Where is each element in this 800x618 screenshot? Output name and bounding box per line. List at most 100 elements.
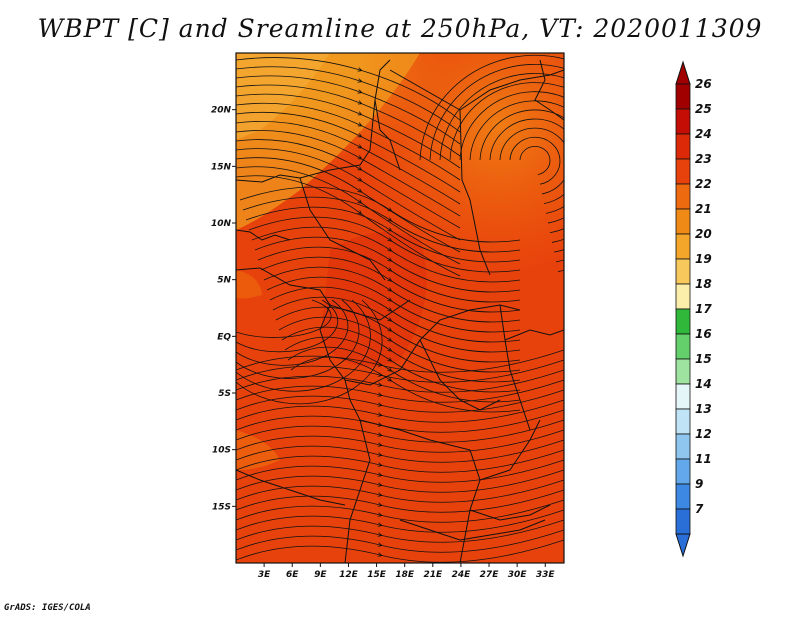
colorbar-swatch xyxy=(675,183,691,210)
streamline xyxy=(236,419,564,443)
colorbar-label: 23 xyxy=(695,152,712,166)
colorbar-label: 11 xyxy=(695,452,712,466)
streamline xyxy=(236,299,383,405)
streamline xyxy=(236,439,564,463)
colorbar-swatch xyxy=(675,233,691,260)
lon-label: 27E xyxy=(480,570,500,580)
lon-label: 33E xyxy=(536,570,556,580)
streamline xyxy=(429,63,564,263)
colorbar-swatch xyxy=(675,358,691,385)
colorbar-bottom-arrow xyxy=(675,533,691,558)
streamline xyxy=(284,336,521,393)
streamline xyxy=(469,100,564,224)
colorbar-swatch xyxy=(675,133,691,160)
streamline xyxy=(236,399,564,423)
streamline xyxy=(278,316,521,373)
colorbar-swatch xyxy=(675,458,691,485)
streamline xyxy=(236,130,461,217)
colorbar-swatch xyxy=(675,108,691,135)
streamline xyxy=(236,449,564,473)
lon-label: 6E xyxy=(286,570,299,580)
streamline xyxy=(236,84,461,157)
colorbar-label: 20 xyxy=(695,227,712,241)
streamline xyxy=(479,109,564,214)
colorbar-label: 13 xyxy=(695,402,712,416)
axis-ticks: 20N 15N 10N 5N EQ 5S 10S 15S 3E 6E 9E 12E 15E 18E 21E 2… xyxy=(211,106,556,580)
streamline xyxy=(519,145,551,175)
colorbar-swatch xyxy=(675,383,691,410)
colorbar-label: 15 xyxy=(695,352,712,366)
streamline xyxy=(236,519,564,543)
streamline xyxy=(263,266,521,323)
colorbar-label: 21 xyxy=(695,202,712,216)
colorbar-swatch xyxy=(675,433,691,460)
colorbar-top-arrow xyxy=(675,60,691,85)
streamline xyxy=(275,306,521,363)
colorbar-swatch xyxy=(675,408,691,435)
streamline xyxy=(248,216,521,273)
country-borders xyxy=(236,59,564,563)
chart-title: WBPT [C] and Sreamline at 250hPa, VT: 20… xyxy=(37,14,763,43)
colorbar: 26 25 24 23 22 21 20 19 18 17 16 15 14 13 12 11 9 7 xyxy=(675,60,712,558)
colorbar-label: 12 xyxy=(695,427,712,441)
streamline xyxy=(489,118,564,205)
colorbar-label: 24 xyxy=(695,127,712,141)
streamline xyxy=(236,157,461,253)
streamline xyxy=(509,136,561,185)
streamline xyxy=(236,539,564,563)
streamline xyxy=(449,82,564,243)
shaded-field xyxy=(236,53,564,563)
streamline xyxy=(251,226,521,283)
streamline xyxy=(236,389,564,413)
lon-label: 9E xyxy=(314,570,327,580)
streamline xyxy=(236,459,564,483)
streamline xyxy=(236,66,461,133)
lat-label: 10N xyxy=(211,219,232,229)
streamline xyxy=(459,91,564,234)
grads-credit: GrADS: IGES/COLA xyxy=(4,603,91,613)
streamlines xyxy=(236,54,564,563)
streamline xyxy=(439,73,564,253)
streamline xyxy=(236,379,564,403)
streamline xyxy=(290,356,521,413)
streamline xyxy=(236,57,461,121)
colorbar-label: 17 xyxy=(695,302,712,316)
colorbar-swatch xyxy=(675,158,691,185)
streamline xyxy=(236,469,564,493)
colorbar-swatch xyxy=(675,208,691,235)
colorbar-swatch xyxy=(675,83,691,110)
streamline xyxy=(239,186,521,243)
lat-label: 10S xyxy=(212,446,231,456)
lat-label: 15N xyxy=(211,162,232,172)
streamline xyxy=(236,139,461,229)
streamline xyxy=(287,346,521,403)
streamline xyxy=(236,299,339,353)
map-frame xyxy=(235,52,565,564)
colorbar-label: 16 xyxy=(695,327,712,341)
streamline xyxy=(236,148,461,241)
lat-label: 20N xyxy=(211,106,232,116)
streamline xyxy=(236,166,461,265)
streamline xyxy=(236,121,461,205)
streamline xyxy=(257,246,521,303)
streamline xyxy=(236,299,332,338)
streamline xyxy=(266,276,521,333)
streamline xyxy=(419,54,564,272)
streamline xyxy=(281,326,521,383)
streamline xyxy=(236,111,461,193)
colorbar-swatch xyxy=(675,258,691,285)
colorbar-swatch xyxy=(675,283,691,310)
lon-label: 3E xyxy=(258,570,271,580)
colorbar-label: 9 xyxy=(695,477,703,491)
lat-label: EQ xyxy=(217,332,231,342)
streamline xyxy=(236,429,564,453)
lon-label: 24E xyxy=(452,570,472,580)
streamline xyxy=(254,236,521,293)
colorbar-swatch xyxy=(675,483,691,510)
lon-label: 12E xyxy=(339,570,359,580)
streamline xyxy=(236,369,564,393)
streamline xyxy=(236,479,564,503)
lon-label: 18E xyxy=(395,570,415,580)
streamline xyxy=(236,102,461,181)
